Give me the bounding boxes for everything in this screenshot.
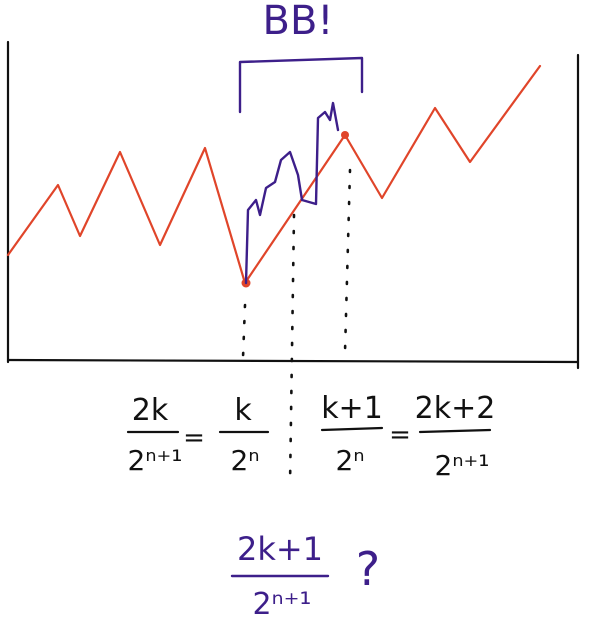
- eq-bottom-question: ?: [356, 542, 380, 596]
- red-path-segment: [6, 64, 542, 285]
- bracket-label: BB!: [263, 0, 334, 44]
- eq-right-equals: =: [389, 420, 411, 450]
- purple-annotation: BB!: [238, 0, 364, 285]
- dotted-guides: [241, 168, 352, 487]
- eq-right-frac1-den: 2ⁿ: [336, 444, 365, 477]
- red-marker-end: [341, 131, 349, 139]
- dotted-guide-right: [343, 168, 352, 354]
- eq-right-frac1-bar: [320, 426, 384, 432]
- purple-jagged-path: [244, 101, 340, 285]
- equation-bottom: 2k+1 2ⁿ⁺¹ ?: [230, 530, 380, 622]
- eq-right-frac1-num: k+1: [321, 391, 383, 426]
- equation-left: 2k 2ⁿ⁺¹ = k 2ⁿ: [126, 393, 270, 477]
- eq-left-frac1-den: 2ⁿ⁺¹: [128, 444, 183, 477]
- eq-bottom-den: 2ⁿ⁺¹: [253, 587, 312, 622]
- eq-left-equals: =: [183, 423, 205, 453]
- eq-right-frac2-den: 2ⁿ⁺¹: [435, 449, 490, 482]
- red-zigzag-path: [6, 64, 542, 288]
- eq-left-frac2-den: 2ⁿ: [231, 444, 260, 477]
- bracket-shape: [238, 56, 364, 114]
- eq-right-frac2-num: 2k+2: [415, 391, 496, 426]
- eq-bottom-num: 2k+1: [237, 530, 323, 568]
- axes-frame: [6, 40, 580, 370]
- eq-left-frac1-num: 2k: [132, 393, 169, 428]
- dotted-guide-middle: [288, 213, 296, 487]
- eq-right-frac2-bar: [418, 428, 492, 434]
- dotted-guide-left: [241, 303, 247, 360]
- eq-left-frac2-num: k: [234, 393, 252, 428]
- equation-right: k+1 2ⁿ = 2k+2 2ⁿ⁺¹: [320, 391, 496, 482]
